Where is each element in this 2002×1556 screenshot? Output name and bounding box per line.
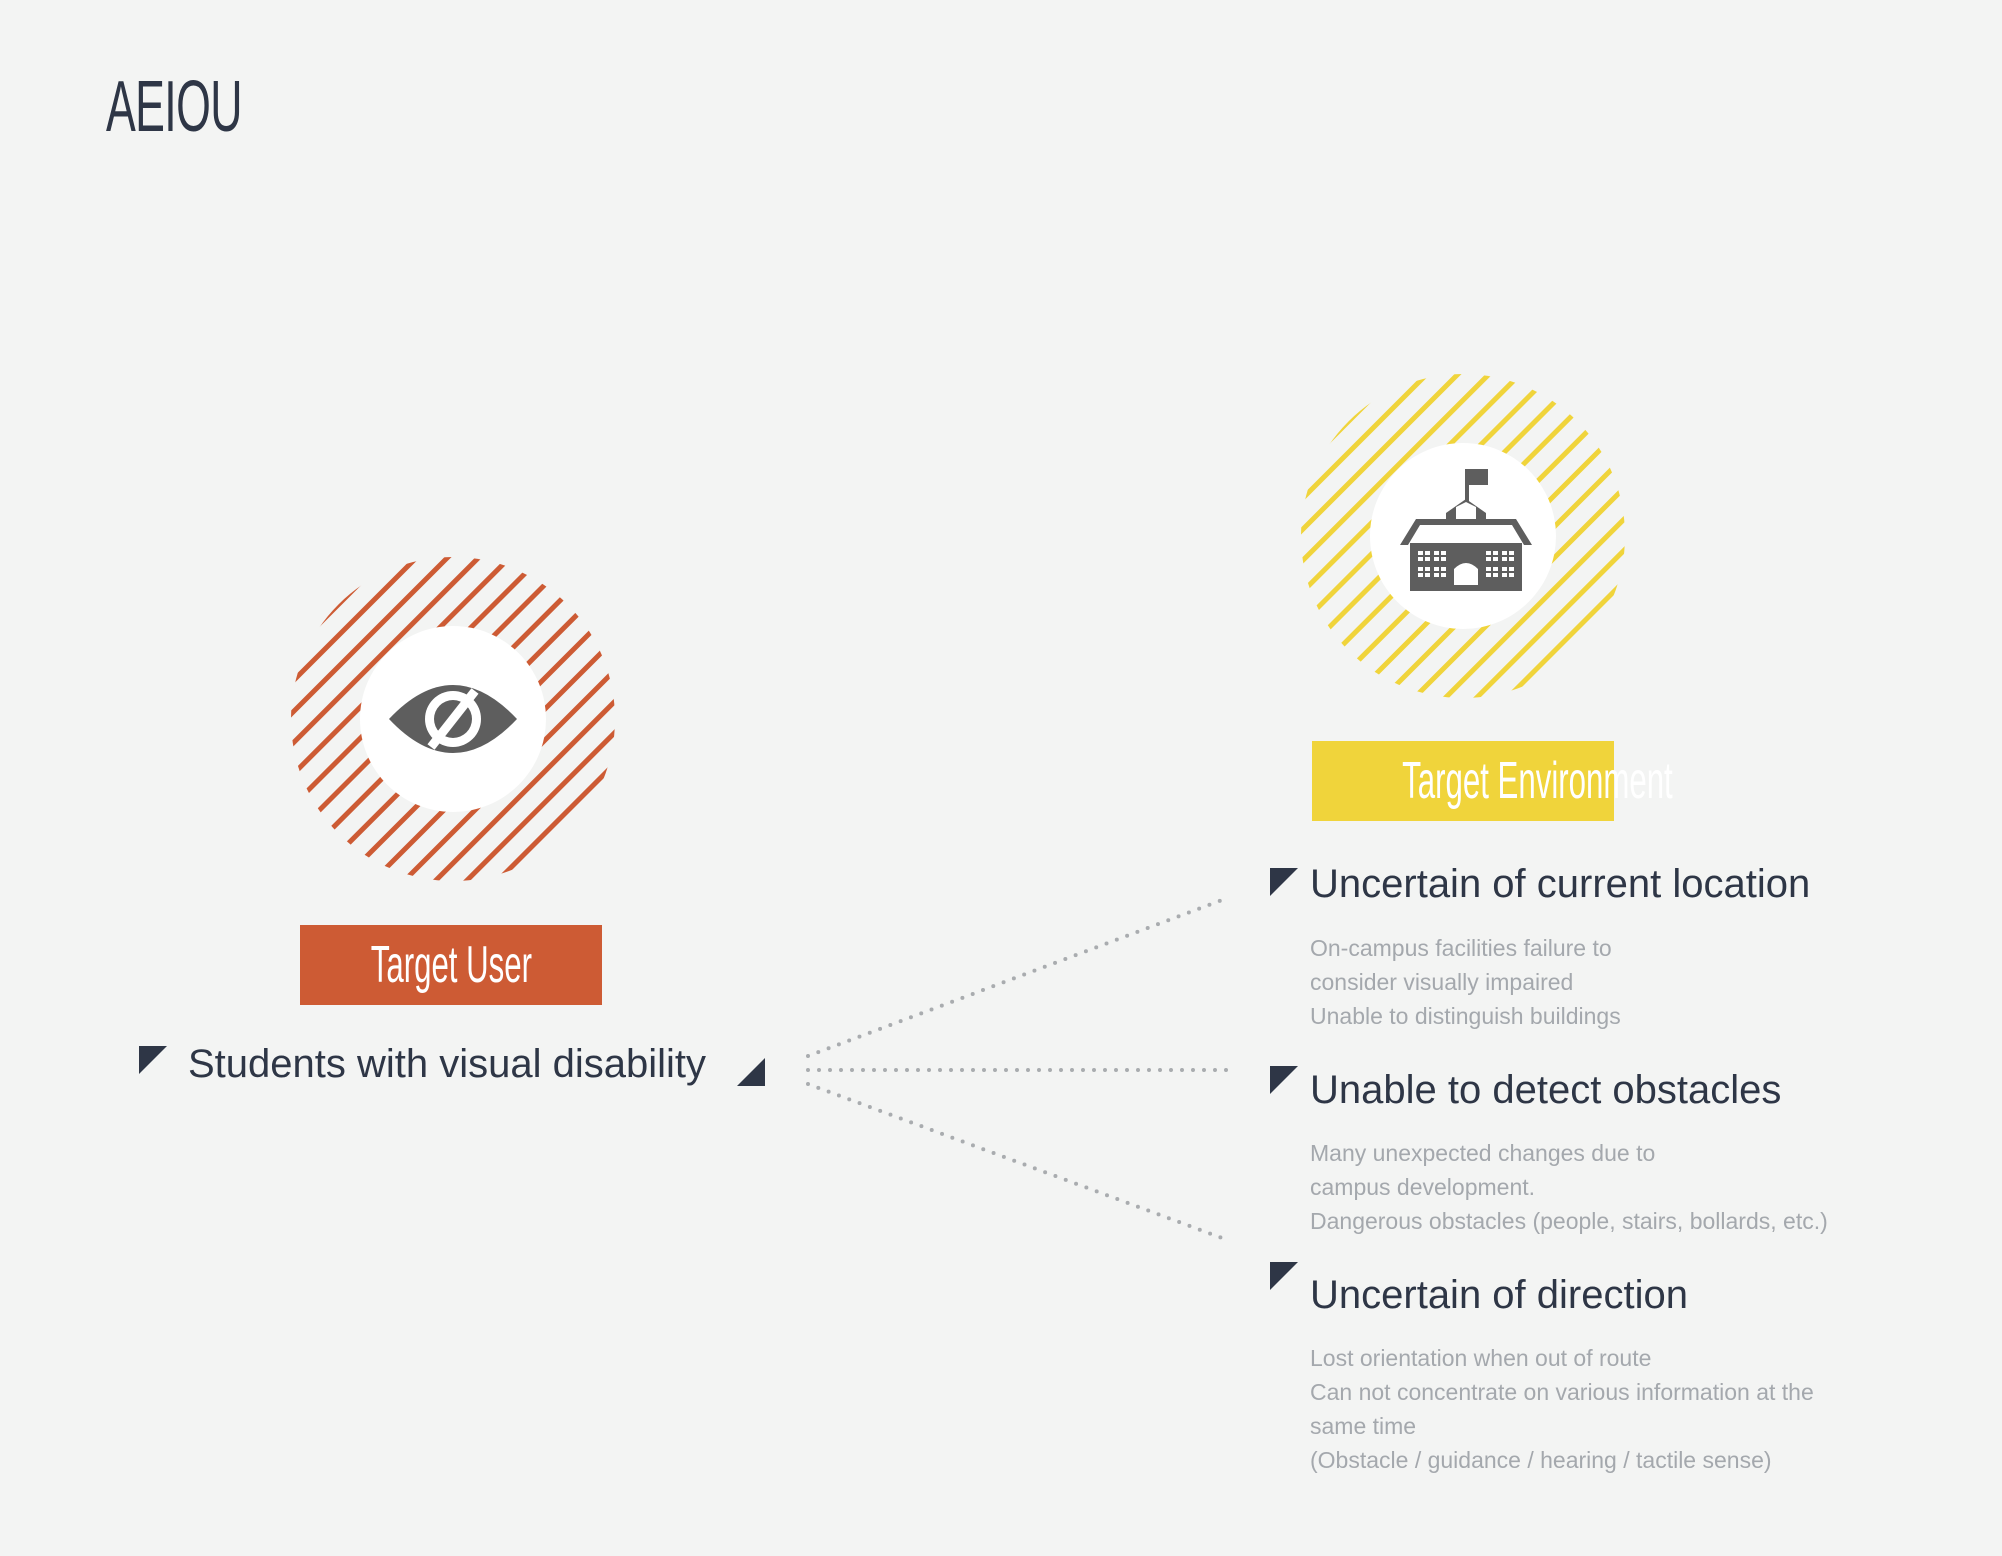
target-environment-tag: Target Environment <box>1312 741 1673 821</box>
target-user-emblem <box>291 557 615 881</box>
issue-heading: Unable to detect obstacles <box>1310 1068 1782 1112</box>
issue-description: On-campus facilities failure to consider… <box>1310 935 1621 1029</box>
page-title: AEIOU <box>106 67 242 147</box>
corner-marker-icon <box>737 1058 765 1086</box>
eye-slash-icon <box>389 685 517 753</box>
corner-marker-icon <box>1270 1066 1298 1094</box>
connector-line-direction <box>806 1082 1224 1240</box>
issue-description: Many unexpected changes due to campus de… <box>1310 1140 1828 1234</box>
target-user-tag: Target User <box>300 925 602 1005</box>
corner-marker-icon <box>1270 1262 1298 1290</box>
issue-description: Lost orientation when out of route Can n… <box>1310 1345 1814 1473</box>
corner-marker-icon <box>1270 868 1298 896</box>
connector-line-location <box>806 898 1224 1058</box>
corner-marker-icon <box>139 1046 167 1074</box>
target-user-label: Students with visual disability <box>188 1042 707 1086</box>
target-environment-emblem <box>1301 374 1625 698</box>
issue-heading: Uncertain of direction <box>1310 1273 1688 1317</box>
issue-heading: Uncertain of current location <box>1310 862 1811 906</box>
